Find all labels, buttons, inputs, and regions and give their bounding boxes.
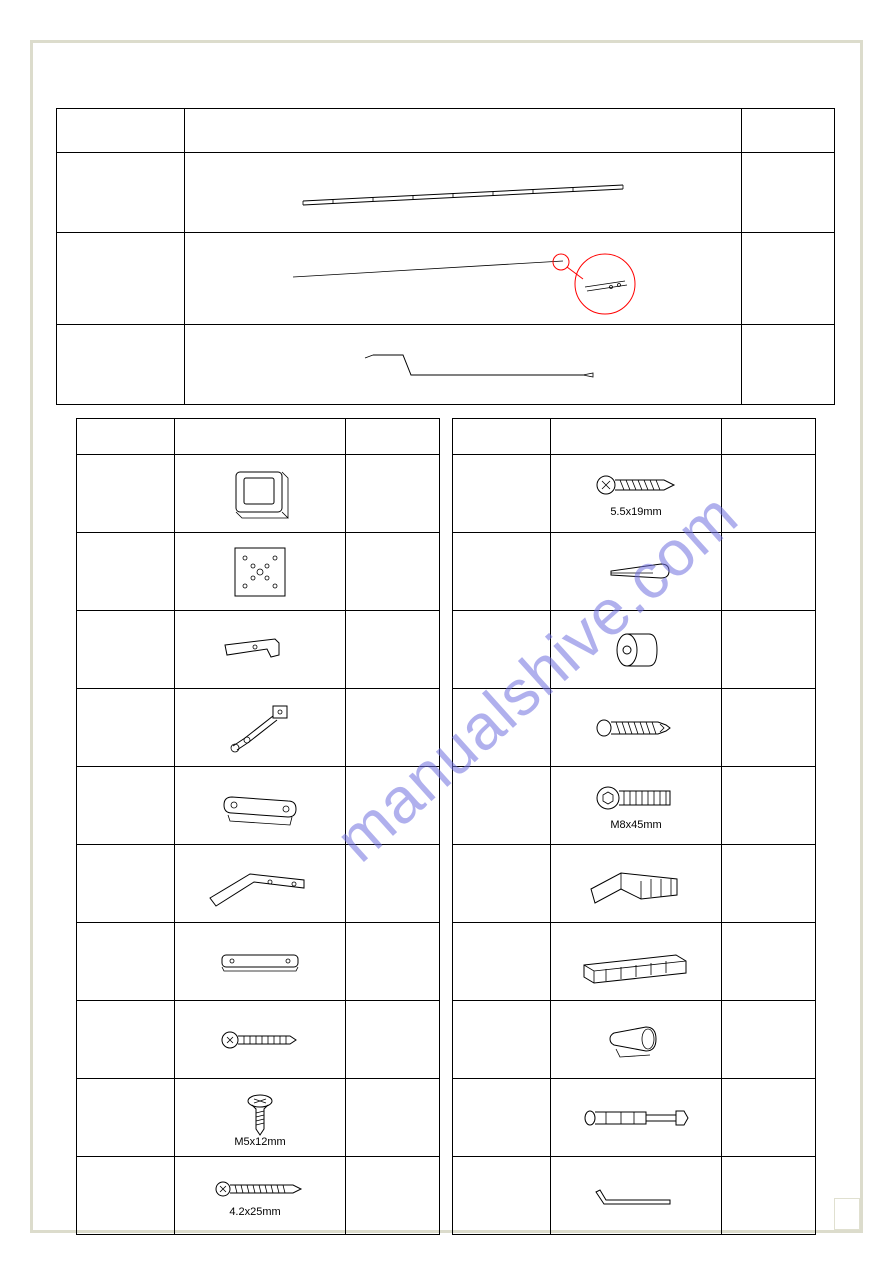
cotter-pin-icon <box>591 549 681 595</box>
rail-long-icon <box>293 163 633 223</box>
header-parts-table <box>56 108 835 405</box>
pan-screw-icon: 4.2x25mm <box>205 1171 315 1221</box>
spacer-icon <box>601 623 671 677</box>
corner-channel-icon <box>581 859 691 909</box>
drill-screw-icon <box>586 708 686 748</box>
linkage-arm-icon <box>215 698 305 758</box>
end-cap-icon <box>596 1015 676 1065</box>
allen-key-icon <box>586 1176 686 1216</box>
flat-plate-icon <box>210 945 310 979</box>
hook-bracket-icon <box>215 625 305 675</box>
screw-dim-label: M5x12mm <box>234 1136 285 1147</box>
left-parts-table: M5x12mm 4.2x25mm <box>76 418 440 1235</box>
page-number-box <box>834 1198 860 1230</box>
screw-dim-label: 4.2x25mm <box>229 1206 280 1218</box>
right-parts-table: 5.5x19mm <box>452 418 816 1235</box>
machine-screw-icon <box>210 1020 310 1060</box>
l-bracket-icon <box>200 854 320 914</box>
hex-bolt-icon: M8x45mm <box>586 778 686 834</box>
square-cap-icon <box>222 462 298 526</box>
bolt-dim-label: M8x45mm <box>610 819 661 831</box>
crank-handle-icon <box>303 335 623 395</box>
countersunk-screw-icon: M5x12mm <box>220 1089 300 1147</box>
rail-thin-callout-icon <box>283 239 643 319</box>
straight-channel-icon <box>576 937 696 987</box>
flat-link-icon <box>210 783 310 829</box>
mount-plate-icon <box>225 540 295 604</box>
screw-dim-label: 5.5x19mm <box>610 506 661 518</box>
self-tapping-screw-icon: 5.5x19mm <box>586 465 686 523</box>
expansion-bolt-icon <box>576 1096 696 1140</box>
